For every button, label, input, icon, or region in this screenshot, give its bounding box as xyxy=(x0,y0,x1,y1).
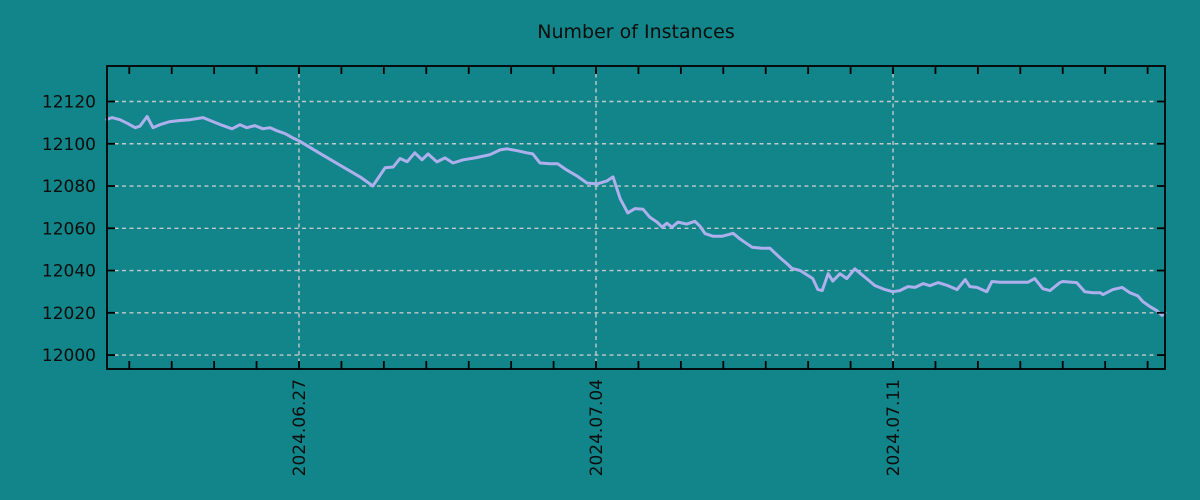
series-group xyxy=(105,115,1167,317)
series-line xyxy=(105,115,1167,317)
x-tick-label: 2024.06.27 xyxy=(290,379,310,476)
axis-labels-group: 12000 12020 12040 12060 12080 12100 12120 2024.… xyxy=(42,92,904,476)
gridlines-group xyxy=(107,66,1165,369)
y-tick-label: 12040 xyxy=(42,262,96,282)
plot-border xyxy=(106,65,1166,370)
y-tick-label: 12000 xyxy=(42,346,96,366)
y-tick-label: 12100 xyxy=(42,135,96,155)
y-tick-label: 12060 xyxy=(42,219,96,239)
y-tick-label: 12020 xyxy=(42,304,96,324)
x-tick-label: 2024.07.04 xyxy=(587,379,607,476)
y-tick-label: 12080 xyxy=(42,177,96,197)
chart-title: Number of Instances xyxy=(537,21,734,43)
x-tick-label: 2024.07.11 xyxy=(884,379,904,476)
ticks-group xyxy=(107,66,1165,369)
y-tick-label: 12120 xyxy=(42,92,96,112)
